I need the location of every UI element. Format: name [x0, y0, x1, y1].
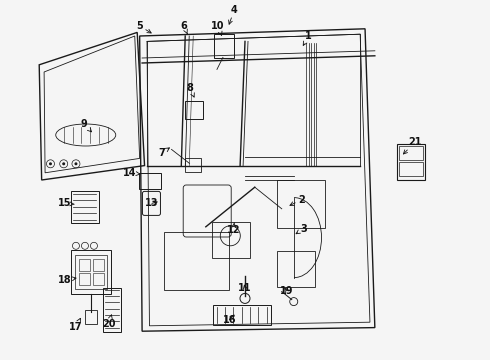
Text: 15: 15 — [58, 198, 74, 208]
Text: 14: 14 — [123, 168, 140, 178]
Text: 6: 6 — [180, 21, 187, 34]
Text: 3: 3 — [296, 224, 307, 234]
Circle shape — [62, 162, 65, 165]
Text: 20: 20 — [102, 315, 116, 329]
Text: 17: 17 — [69, 318, 83, 332]
Text: 5: 5 — [136, 21, 151, 33]
Text: 1: 1 — [303, 31, 312, 45]
Text: 21: 21 — [403, 137, 422, 154]
Text: 9: 9 — [81, 119, 92, 132]
Text: 4: 4 — [229, 5, 238, 24]
Text: 16: 16 — [222, 315, 236, 325]
Text: 11: 11 — [238, 283, 252, 293]
Text: 19: 19 — [280, 286, 294, 296]
Text: 12: 12 — [227, 222, 241, 235]
Text: 13: 13 — [145, 198, 159, 208]
Circle shape — [49, 162, 52, 165]
Text: 8: 8 — [187, 83, 195, 97]
Text: 7: 7 — [158, 148, 170, 158]
Circle shape — [74, 162, 77, 165]
Text: 10: 10 — [211, 21, 225, 35]
Text: 2: 2 — [290, 195, 305, 206]
Text: 18: 18 — [58, 275, 76, 285]
